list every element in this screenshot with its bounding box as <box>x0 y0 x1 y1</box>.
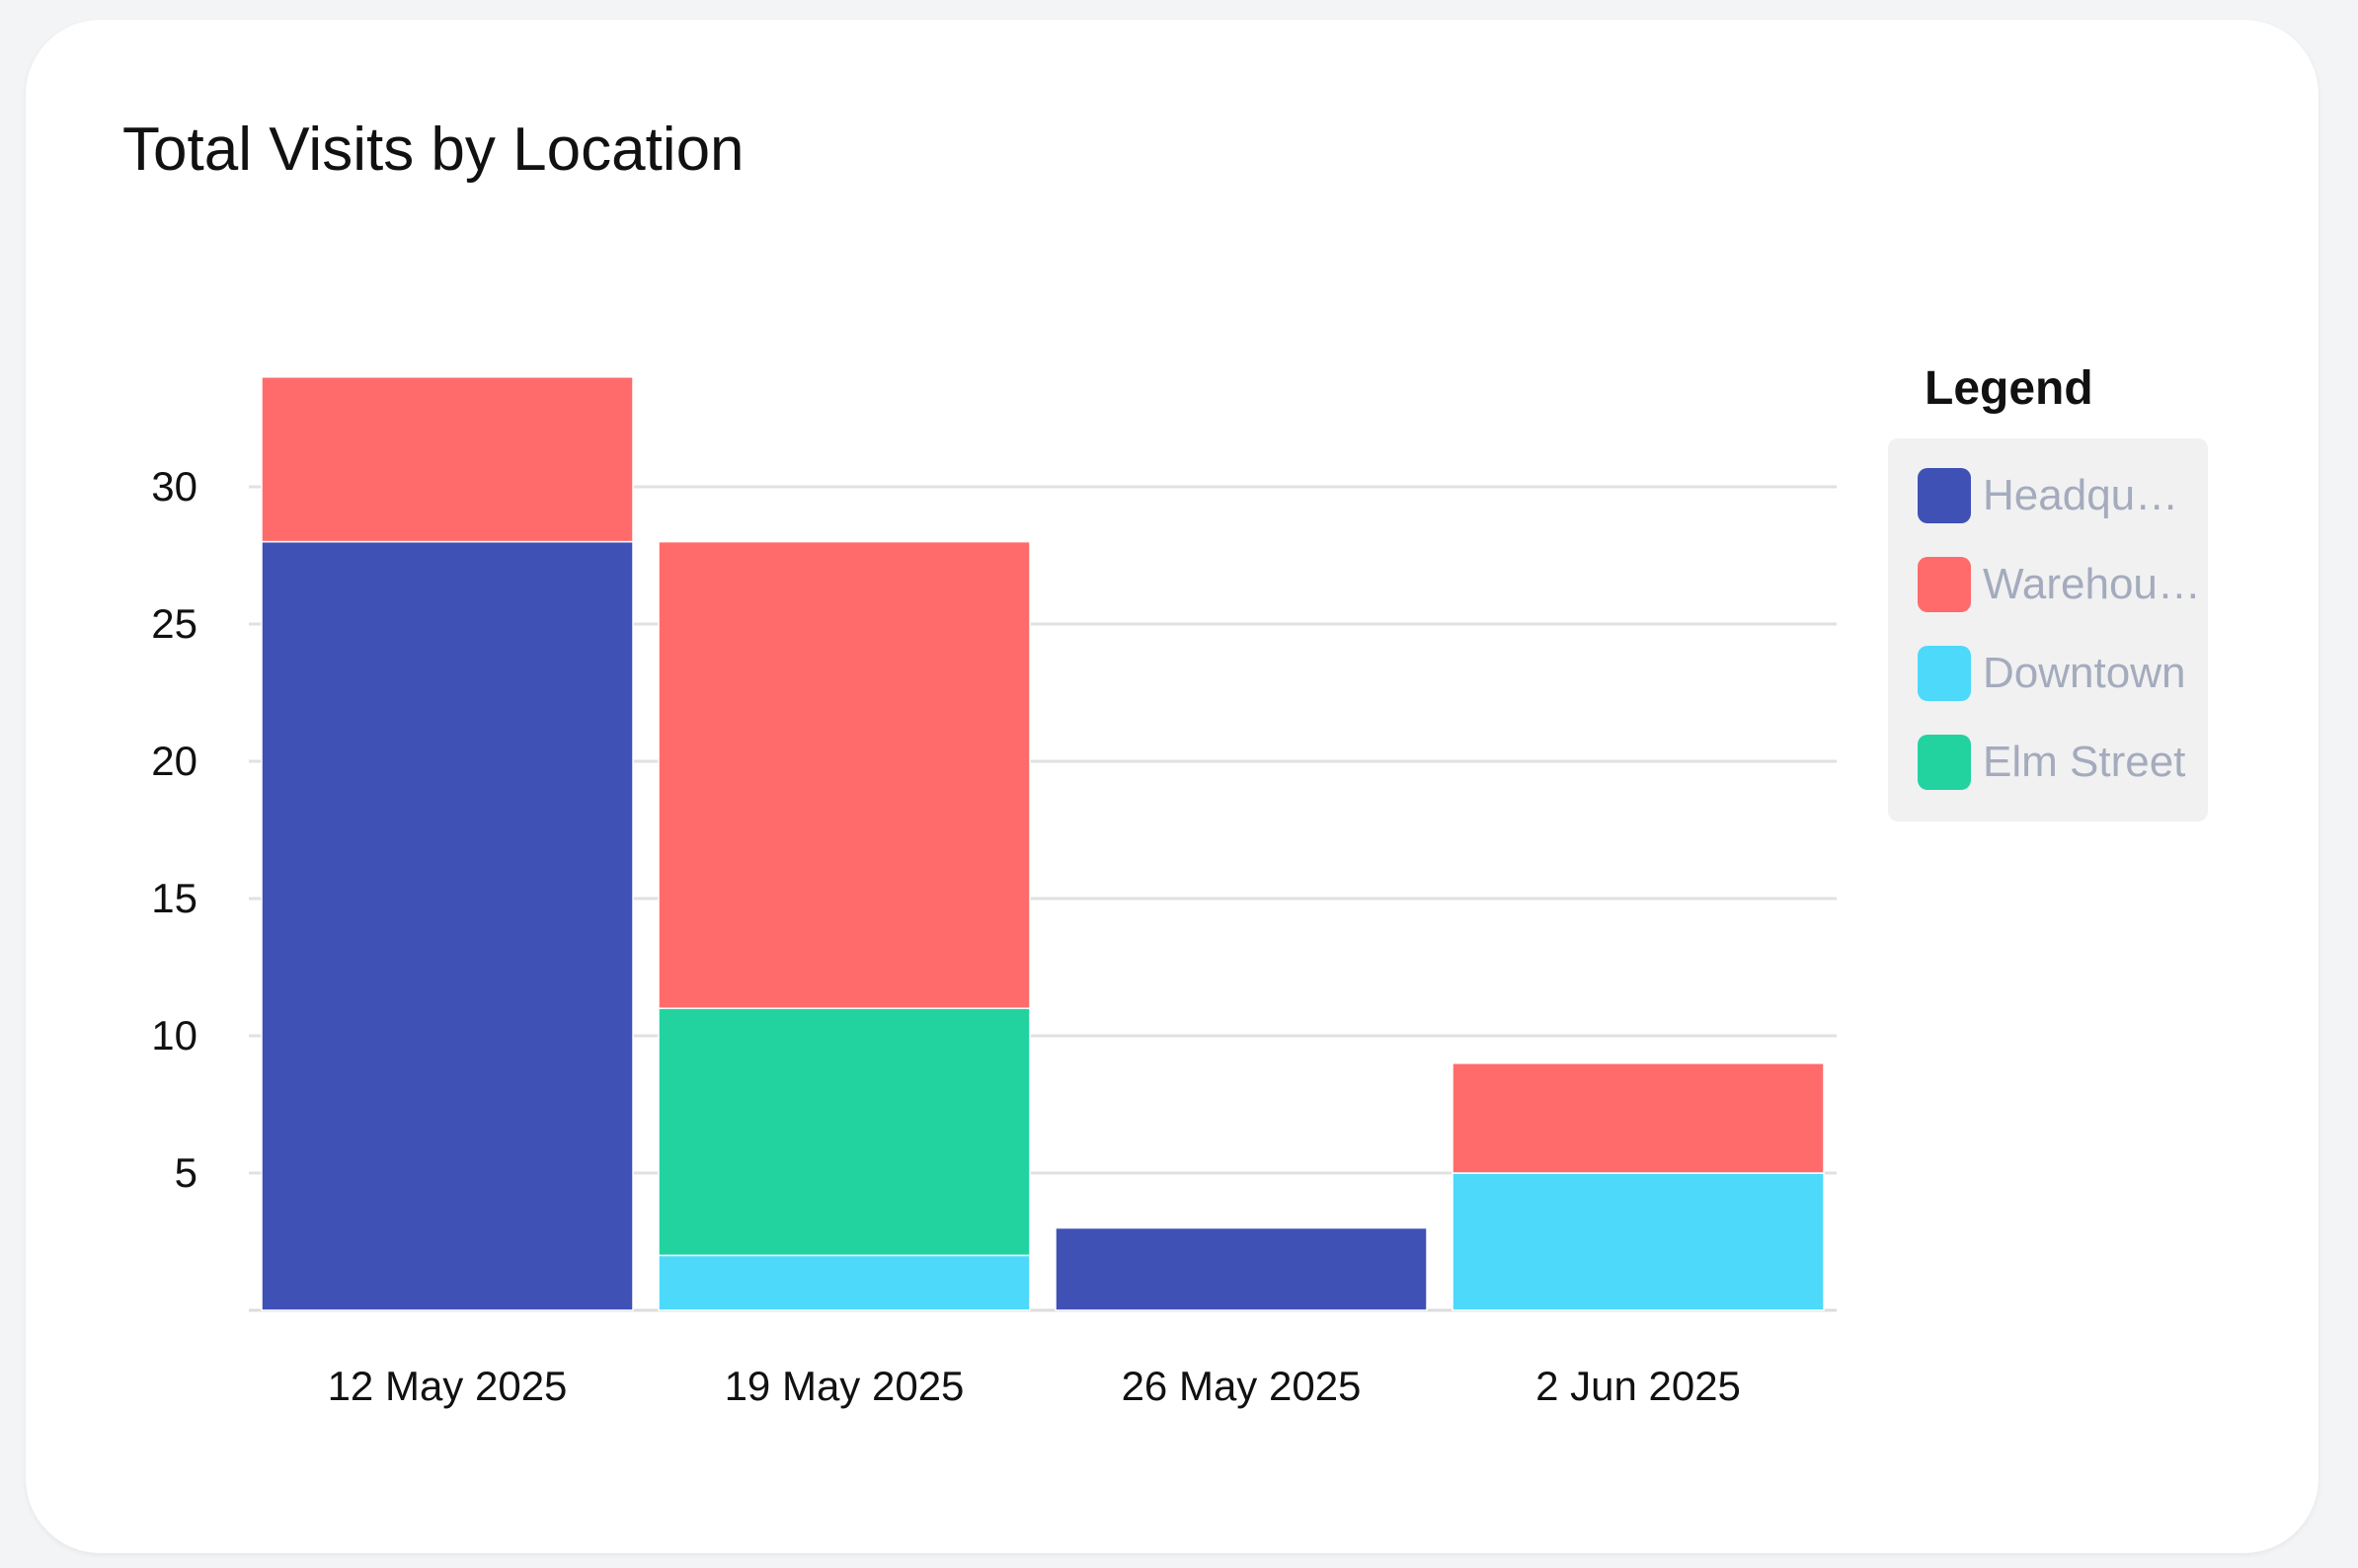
legend-item-headquarters[interactable]: Headquarters <box>1918 468 2208 523</box>
legend-item-elm-street[interactable]: Elm Street <box>1918 735 2208 790</box>
legend-label: Downtown <box>1983 650 2186 697</box>
bar-segment-downtown <box>1452 1172 1825 1311</box>
chart-title: Total Visits by Location <box>122 116 745 184</box>
legend-swatch <box>1918 468 1971 523</box>
bar-segment-headquarters <box>261 540 634 1311</box>
y-tick-label: 25 <box>151 600 197 647</box>
bar-segment-warehouse <box>658 540 1031 1009</box>
y-tick-label: 30 <box>151 463 197 510</box>
legend: Headquarters Warehouse Downtown Elm Stre… <box>1888 438 2208 822</box>
bar-segment-headquarters <box>1055 1226 1428 1311</box>
legend-label: Headquarters <box>1983 472 2202 519</box>
bar-segment-warehouse <box>261 376 634 543</box>
legend-item-downtown[interactable]: Downtown <box>1918 646 2208 701</box>
y-tick-label: 15 <box>151 875 197 921</box>
legend-swatch <box>1918 557 1971 612</box>
legend-label: Warehouse <box>1983 561 2202 608</box>
legend-swatch <box>1918 735 1971 790</box>
x-tick-label: 19 May 2025 <box>725 1363 965 1409</box>
legend-heading: Legend <box>1925 362 2093 415</box>
legend-label: Elm Street <box>1983 739 2186 786</box>
x-tick-label: 2 Jun 2025 <box>1535 1363 1741 1409</box>
bar-segment-warehouse <box>1452 1062 1825 1174</box>
x-tick-label: 26 May 2025 <box>1122 1363 1362 1409</box>
bar-segment-elm-street <box>658 1007 1031 1257</box>
y-tick-label: 10 <box>151 1012 197 1058</box>
y-tick-label: 20 <box>151 738 197 784</box>
x-tick-label: 12 May 2025 <box>328 1363 568 1409</box>
legend-item-warehouse[interactable]: Warehouse <box>1918 557 2208 612</box>
legend-swatch <box>1918 646 1971 701</box>
bar-segment-downtown <box>658 1254 1031 1311</box>
y-tick-label: 5 <box>175 1149 197 1196</box>
